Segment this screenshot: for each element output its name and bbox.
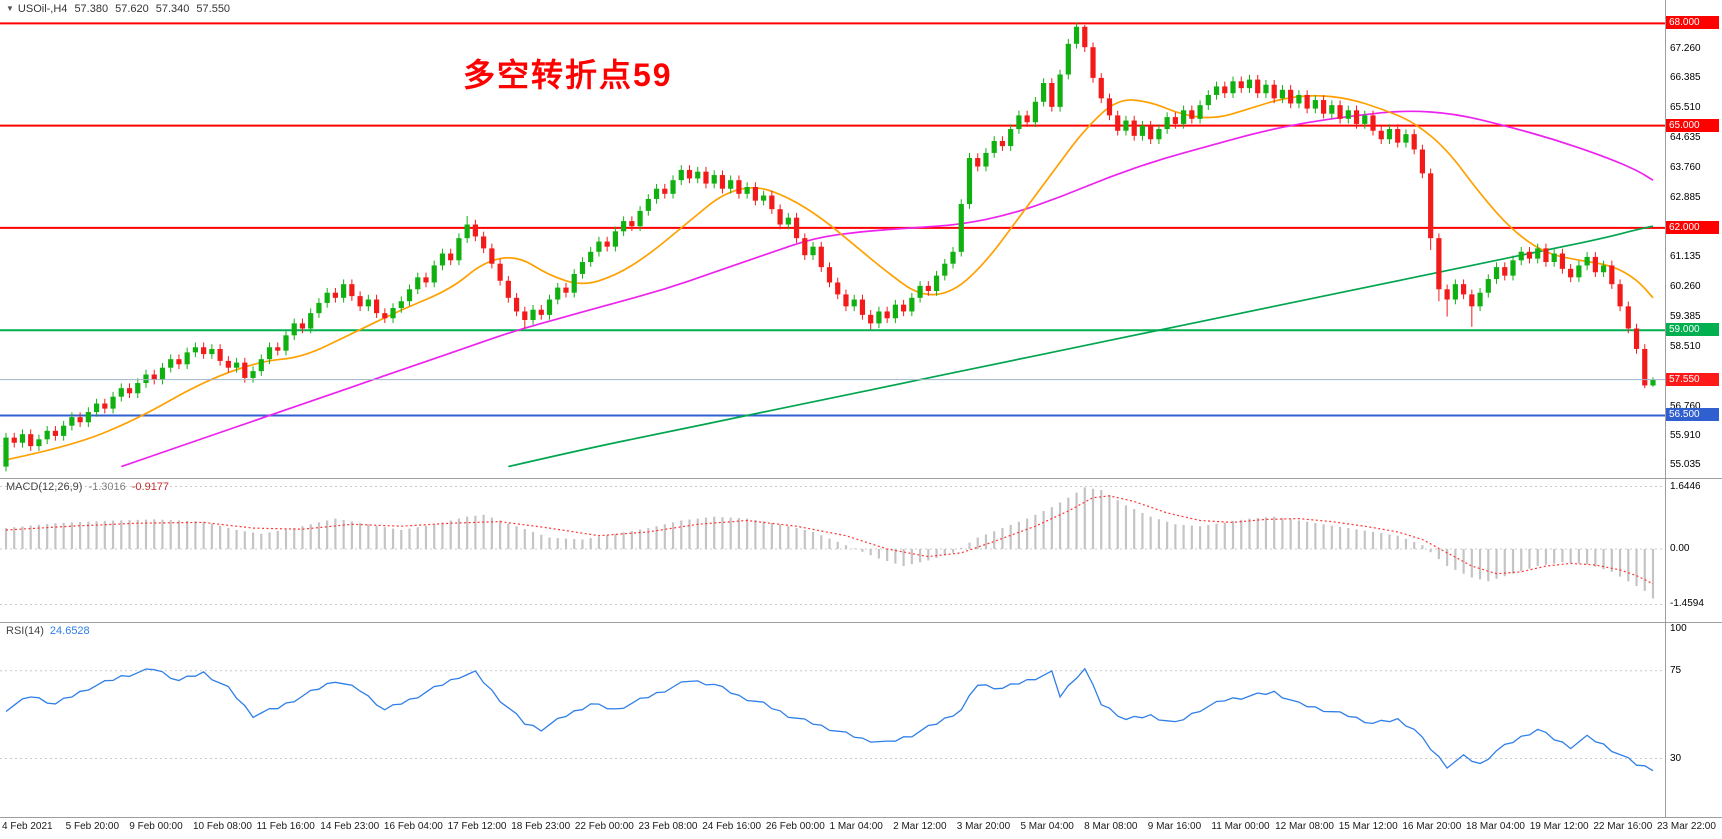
time-label: 5 Feb 20:00 <box>65 821 120 832</box>
macd-indicator-label: MACD(12,26,9) -1.3016 -0.9177 <box>6 481 169 493</box>
macd-tick-label: 0.00 <box>1670 543 1690 554</box>
time-label: 11 Mar 00:00 <box>1211 821 1270 832</box>
time-label: 1 Mar 04:00 <box>829 821 883 832</box>
symbol-period-label: USOil-,H4 <box>17 3 68 15</box>
time-label: 4 Feb 2021 <box>2 821 53 832</box>
rsi-tick-label: 30 <box>1670 752 1682 764</box>
time-label: 17 Feb 12:00 <box>447 821 507 832</box>
time-label: 18 Feb 23:00 <box>511 821 571 832</box>
rsi-value: 24.6528 <box>49 625 90 637</box>
time-label: 8 Mar 08:00 <box>1084 821 1138 832</box>
price-level-badge: 65.000 <box>1666 118 1719 132</box>
price-tick-label: 56.760 <box>1670 400 1701 412</box>
price-tick-label: 64.635 <box>1670 132 1701 144</box>
rsi-name: RSI(14) <box>6 625 44 637</box>
price-tick-label: 61.135 <box>1670 251 1701 263</box>
time-label: 23 Feb 08:00 <box>638 821 698 832</box>
time-label: 2 Mar 12:00 <box>893 821 947 832</box>
macd-signal-value: -0.9177 <box>131 481 170 493</box>
price-tick-label: 58.510 <box>1670 340 1701 352</box>
price-tick-label: 62.885 <box>1670 191 1701 203</box>
time-label: 18 Mar 04:00 <box>1466 821 1525 832</box>
price-tick-label: 55.035 <box>1670 459 1701 471</box>
price-level-badge: 68.000 <box>1666 16 1719 30</box>
rsi-tick-label: 100 <box>1670 623 1687 634</box>
bar-close-value: 57.550 <box>196 3 231 15</box>
price-tick-label: 65.510 <box>1670 102 1701 114</box>
price-axis[interactable]: 67.260 66.385 65.510 64.635 63.760 62.885 61.1… <box>1666 0 1722 817</box>
time-label: 9 Mar 16:00 <box>1147 821 1202 832</box>
current-price-badge: 57.550 <box>1666 372 1719 386</box>
macd-name: MACD(12,26,9) <box>6 481 83 493</box>
bar-high-value: 57.620 <box>115 3 149 15</box>
time-label: 26 Feb 00:00 <box>765 821 825 832</box>
macd-tick-label: 1.6446 <box>1670 480 1701 492</box>
time-label: 3 Mar 20:00 <box>956 821 1011 832</box>
time-label: 12 Mar 08:00 <box>1275 821 1334 832</box>
time-axis[interactable]: 4 Feb 2021 5 Feb 20:00 9 Feb 00:00 10 Feb 0… <box>0 819 1722 839</box>
time-label: 16 Feb 04:00 <box>383 821 443 832</box>
time-label: 23 Mar 22:00 <box>1657 821 1716 832</box>
price-level-badge: 56.500 <box>1666 408 1719 422</box>
price-tick-label: 63.760 <box>1670 161 1701 173</box>
price-tick-label: 55.910 <box>1670 429 1701 441</box>
price-tick-label: 59.385 <box>1670 311 1701 323</box>
bar-low-value: 57.340 <box>155 3 190 15</box>
price-tick-label: 60.260 <box>1670 281 1701 293</box>
price-level-badge: 59.000 <box>1666 323 1719 337</box>
price-tick-label: 67.260 <box>1670 42 1701 54</box>
time-label: 9 Feb 00:00 <box>129 821 183 832</box>
rsi-tick-label: 75 <box>1670 664 1682 676</box>
macd-main-value: -1.3016 <box>88 481 126 493</box>
bar-open-value: 57.380 <box>74 3 109 15</box>
time-label: 16 Mar 20:00 <box>1402 821 1462 832</box>
annotation-text: 多空转折点59 <box>463 57 673 93</box>
dropdown-marker-icon: ▼ <box>6 4 14 13</box>
rsi-indicator-label: RSI(14) 24.6528 <box>6 625 90 637</box>
time-label: 22 Mar 16:00 <box>1593 821 1653 832</box>
price-level-badge: 62.000 <box>1666 220 1719 234</box>
time-label: 24 Feb 16:00 <box>702 821 762 832</box>
time-label: 10 Feb 08:00 <box>192 821 252 832</box>
time-label: 15 Mar 12:00 <box>1338 821 1398 832</box>
time-label: 5 Mar 04:00 <box>1020 821 1074 832</box>
time-label: 11 Feb 16:00 <box>256 821 315 832</box>
time-label: 19 Mar 12:00 <box>1529 821 1589 832</box>
time-label: 22 Feb 00:00 <box>574 821 634 832</box>
symbol-info: ▼ USOil-,H4 57.380 57.620 57.340 57.550 <box>6 3 237 15</box>
macd-tick-label: -1.4594 <box>1670 598 1704 610</box>
price-tick-label: 66.385 <box>1670 72 1701 84</box>
time-label: 14 Feb 23:00 <box>320 821 380 832</box>
